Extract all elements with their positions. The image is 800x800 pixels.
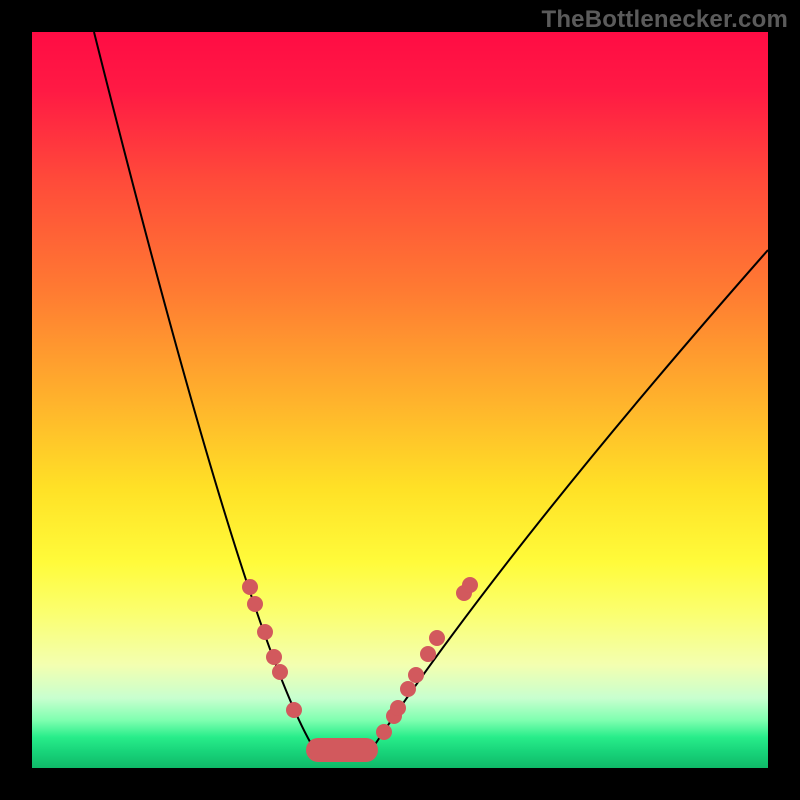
marker-dot xyxy=(286,702,302,718)
marker-dot xyxy=(400,681,416,697)
marker-dot xyxy=(462,577,478,593)
marker-dot xyxy=(376,724,392,740)
gradient-background xyxy=(32,32,768,768)
marker-dot xyxy=(257,624,273,640)
marker-dot xyxy=(429,630,445,646)
valley-floor-marker xyxy=(306,738,378,762)
figure-root: TheBottlenecker.com xyxy=(0,0,800,800)
marker-dot xyxy=(420,646,436,662)
watermark-text: TheBottlenecker.com xyxy=(541,6,788,34)
marker-dot xyxy=(247,596,263,612)
marker-dot xyxy=(266,649,282,665)
marker-dot xyxy=(272,664,288,680)
chart-svg xyxy=(32,32,768,768)
marker-dot xyxy=(408,667,424,683)
marker-dot xyxy=(390,700,406,716)
marker-dot xyxy=(242,579,258,595)
